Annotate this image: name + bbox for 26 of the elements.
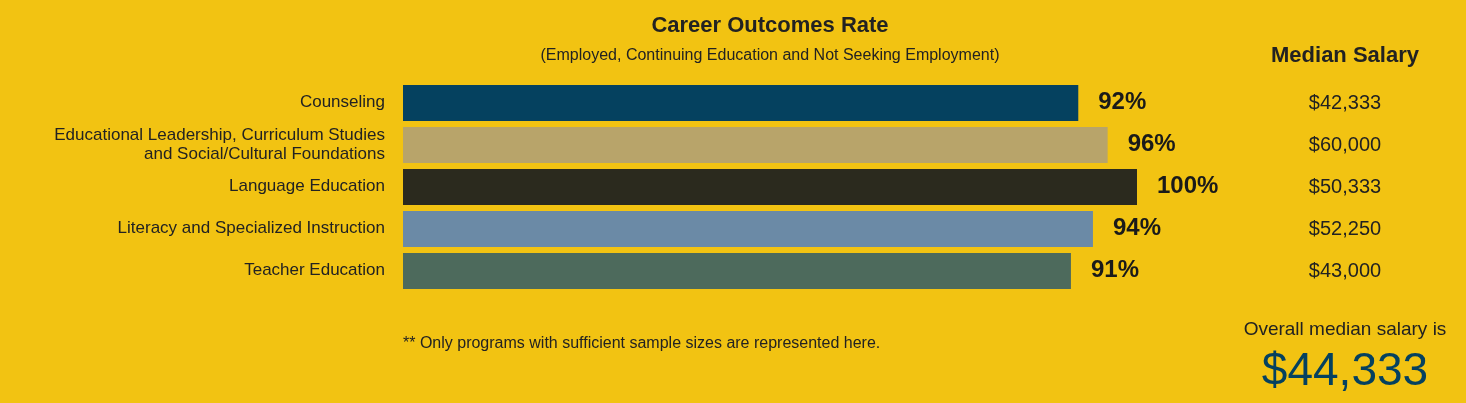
chart-subtitle: (Employed, Continuing Education and Not Seeking Employment) xyxy=(539,46,1001,64)
chart-title: Career Outcomes Rate xyxy=(650,12,890,38)
y-tick-label: Language Education xyxy=(229,176,385,196)
bar xyxy=(403,169,1137,205)
data-label: 94% xyxy=(1112,213,1162,241)
text: ** Only programs with sufficient sample sizes are represented here. xyxy=(403,334,881,352)
text: Overall median salary is xyxy=(1242,318,1448,340)
text: $50,333 xyxy=(1307,175,1383,198)
text: $60,000 xyxy=(1307,133,1383,156)
y-tick-label: Teacher Education xyxy=(244,260,385,280)
data-label: 96% xyxy=(1127,129,1176,157)
bar xyxy=(403,127,1108,163)
y-tick-label: Educational Leadership, Curriculum Studies and Social/Cultural Foundations xyxy=(54,124,385,163)
bar xyxy=(403,211,1093,247)
data-label: 91% xyxy=(1090,255,1139,283)
data-label: 92% xyxy=(1098,87,1147,115)
text: $44,333 xyxy=(1260,342,1430,396)
text: $52,250 xyxy=(1307,217,1383,240)
y-tick-label: Counseling xyxy=(299,92,385,112)
data-label: 100% xyxy=(1157,171,1219,199)
text: Median Salary xyxy=(1270,42,1420,68)
bar xyxy=(403,253,1071,289)
y-tick-label: Literacy and Specialized Instruction xyxy=(117,218,385,238)
text: $42,333 xyxy=(1307,91,1383,114)
bar xyxy=(403,85,1079,121)
text: $43,000 xyxy=(1307,259,1383,282)
